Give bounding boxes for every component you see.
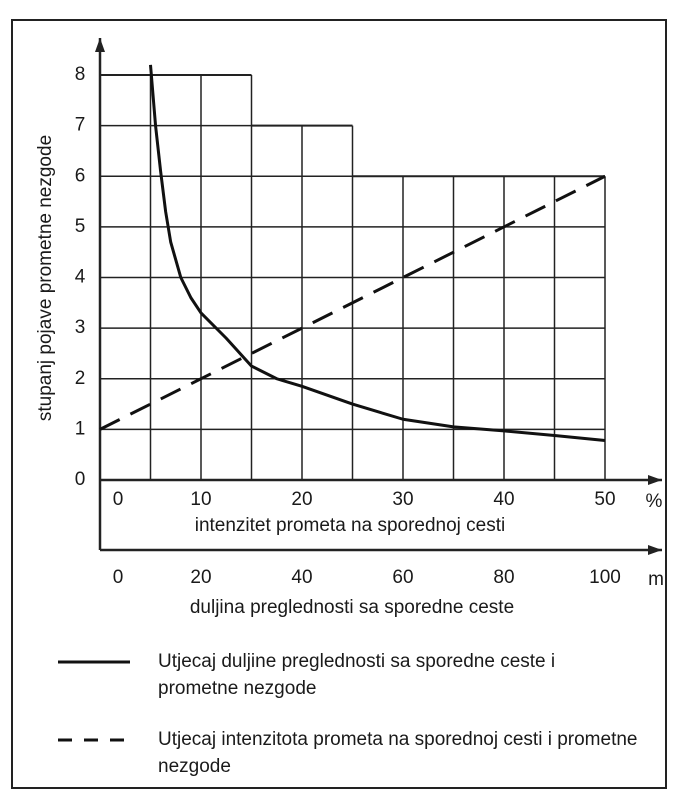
y-axis-head <box>95 38 105 52</box>
y-tick-label: 4 <box>75 267 86 288</box>
y-tick-label: 0 <box>75 469 86 490</box>
x-tick-label: 50 <box>594 489 615 510</box>
x2-tick-label: 80 <box>493 567 514 588</box>
y-tick-label: 8 <box>75 64 86 85</box>
x2-tick-label: 100 <box>589 567 621 588</box>
y-tick-label: 6 <box>75 165 86 186</box>
x-unit: % <box>646 491 663 512</box>
y-tick-label: 2 <box>75 368 86 389</box>
y-tick-label: 7 <box>75 115 86 136</box>
y-tick-label: 5 <box>75 216 86 237</box>
x2-unit: m <box>648 569 664 590</box>
x-axis-label: intenzitet prometa na sporednoj cesti <box>195 515 506 536</box>
y-axis-label: stupanj pojave prometne nezgode <box>35 135 56 421</box>
x-tick-label: 20 <box>291 489 312 510</box>
x2-tick-label: 60 <box>392 567 413 588</box>
x-tick-label: 30 <box>392 489 413 510</box>
data-line <box>149 64 606 443</box>
x2-axis-head <box>648 545 662 555</box>
x2-tick-label: 0 <box>113 567 124 588</box>
x2-tick-label: 40 <box>291 567 312 588</box>
x2-axis-label: duljina preglednosti sa sporedne ceste <box>190 597 514 618</box>
frame <box>11 19 667 789</box>
x2-tick-label: 20 <box>190 567 211 588</box>
y-tick-label: 1 <box>75 418 86 439</box>
data-line <box>99 174 606 431</box>
x-axis-head <box>648 475 662 485</box>
x-tick-label: 0 <box>113 489 124 510</box>
y-tick-label: 3 <box>75 317 86 338</box>
x-tick-label: 10 <box>190 489 211 510</box>
x-tick-label: 40 <box>493 489 514 510</box>
